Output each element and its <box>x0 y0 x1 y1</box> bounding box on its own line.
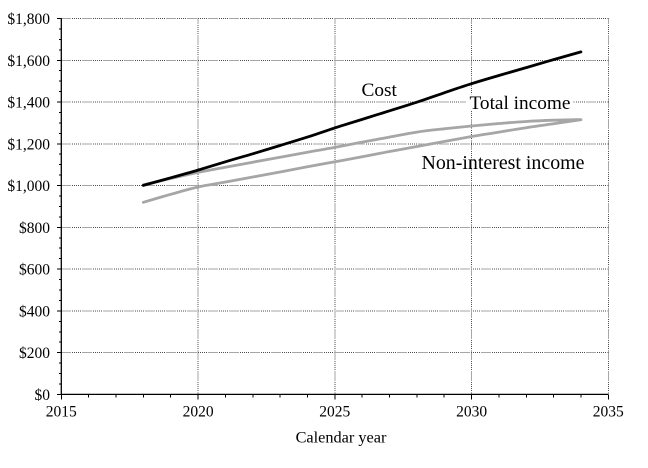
svg-text:$600: $600 <box>19 262 50 279</box>
svg-text:2035: 2035 <box>593 404 624 421</box>
svg-text:$1,200: $1,200 <box>7 136 50 153</box>
svg-text:2020: 2020 <box>183 404 214 421</box>
svg-text:$200: $200 <box>19 345 50 362</box>
svg-text:2025: 2025 <box>319 404 350 421</box>
svg-text:Cost: Cost <box>362 80 398 101</box>
svg-text:$0: $0 <box>35 387 51 404</box>
svg-text:$800: $800 <box>19 220 50 237</box>
svg-text:$1,600: $1,600 <box>7 53 50 70</box>
svg-text:Calendar year: Calendar year <box>296 428 387 447</box>
svg-text:Non-interest income: Non-interest income <box>422 152 585 174</box>
svg-text:$400: $400 <box>19 303 50 320</box>
svg-text:2015: 2015 <box>46 404 77 421</box>
svg-text:$1,000: $1,000 <box>7 178 50 195</box>
svg-text:$1,400: $1,400 <box>7 95 50 112</box>
svg-text:2030: 2030 <box>456 404 487 421</box>
svg-text:Total income: Total income <box>470 93 571 114</box>
svg-text:$1,800: $1,800 <box>7 11 50 28</box>
